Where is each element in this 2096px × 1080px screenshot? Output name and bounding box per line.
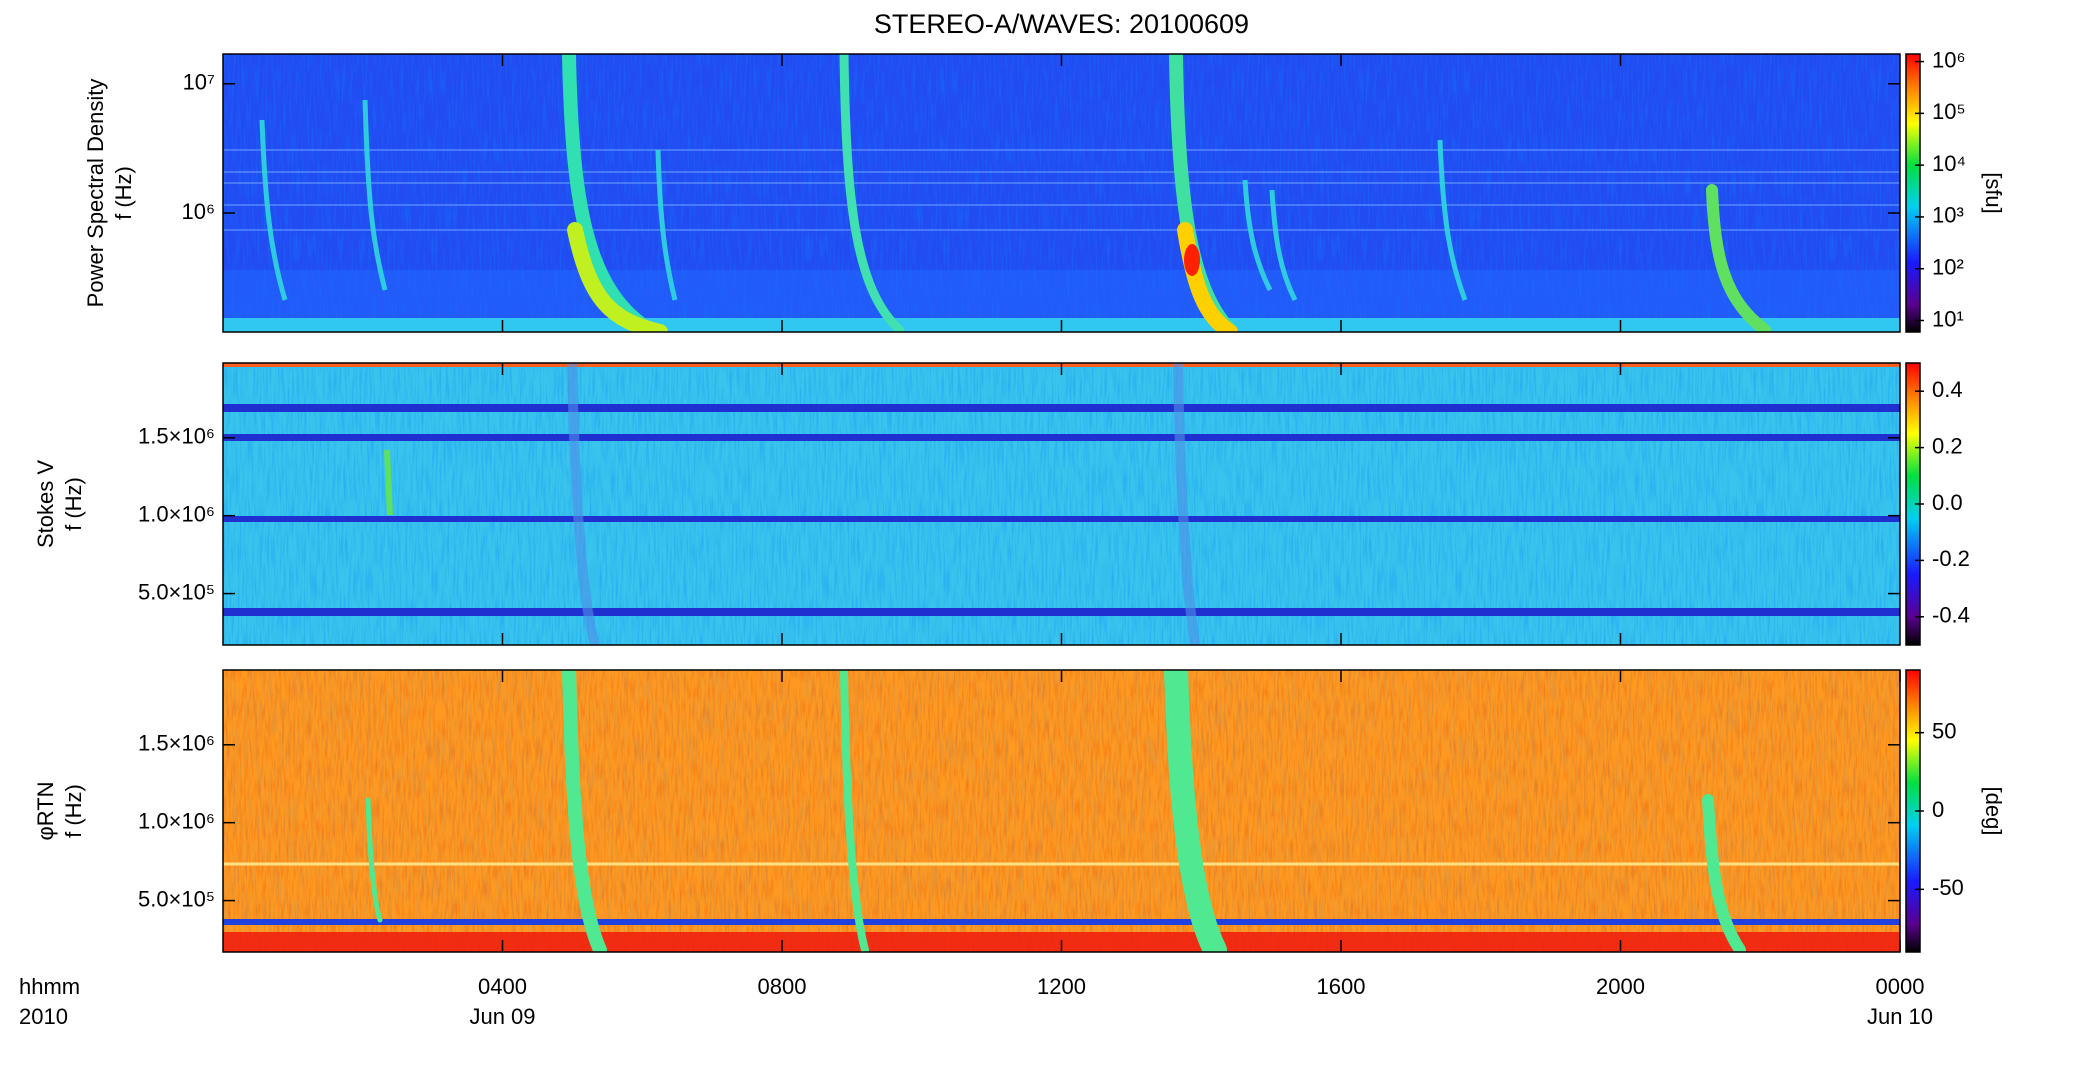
x-date-label: Jun 10 (1867, 1004, 1933, 1029)
spectrogram-2 (223, 363, 1900, 645)
y-tick-label: 5.0×10⁵ (138, 886, 215, 911)
x-tick-label: 1200 (1037, 974, 1086, 999)
colorbar-label: [deg] (1981, 787, 2006, 836)
colorbar-tick-label: 10⁶ (1932, 47, 1966, 72)
x-tick-label: 0000 (1876, 974, 1925, 999)
colorbar-tick-label: 10⁴ (1932, 151, 1966, 176)
x-row-label: hhmm (19, 974, 80, 999)
chart-title: STEREO-A/WAVES: 20100609 (874, 9, 1249, 39)
colorbar-tick-label: -0.2 (1932, 546, 1970, 571)
y-axis-label: f (Hz) (61, 477, 86, 531)
x-date-label: Jun 09 (469, 1004, 535, 1029)
colorbar-tick-label: 10² (1932, 255, 1964, 280)
y-tick-label: 10⁷ (183, 70, 215, 95)
spectrogram-1 (223, 54, 1900, 332)
colorbar-tick-label: 0.4 (1932, 377, 1963, 402)
colorbar-tick-label: -50 (1932, 875, 1964, 900)
colorbar (1905, 53, 1921, 333)
colorbar-tick-label: 0.0 (1932, 490, 1963, 515)
y-tick-label: 10⁶ (181, 199, 215, 224)
spectrogram-3 (223, 670, 1900, 952)
colorbar-label: [sfu] (1981, 172, 2006, 214)
y-tick-label: 1.0×10⁶ (138, 808, 215, 833)
x-row-label: 2010 (19, 1004, 68, 1029)
colorbar-tick-label: 0 (1932, 797, 1944, 822)
colorbar-tick-label: 10³ (1932, 203, 1964, 228)
y-tick-label: 1.5×10⁶ (138, 424, 215, 449)
y-tick-label: 5.0×10⁵ (138, 579, 215, 604)
y-tick-label: 1.0×10⁶ (138, 501, 215, 526)
x-tick-label: 0400 (478, 974, 527, 999)
x-tick-label: 1600 (1317, 974, 1366, 999)
x-tick-label: 0800 (758, 974, 807, 999)
y-tick-label: 1.5×10⁶ (138, 731, 215, 756)
y-axis-label: f (Hz) (111, 166, 136, 220)
y-axis-label: Power Spectral Density (83, 79, 108, 308)
colorbar-tick-label: 10⁵ (1932, 99, 1966, 124)
y-axis-label: φRTN (33, 781, 58, 840)
colorbar-tick-label: 50 (1932, 718, 1956, 743)
colorbar-tick-label: 10¹ (1932, 306, 1964, 331)
y-axis-label: f (Hz) (61, 784, 86, 838)
y-axis-label: Stokes V (33, 460, 58, 548)
colorbar-tick-label: 0.2 (1932, 433, 1963, 458)
x-tick-label: 2000 (1596, 974, 1645, 999)
colorbar-tick-label: -0.4 (1932, 603, 1970, 628)
